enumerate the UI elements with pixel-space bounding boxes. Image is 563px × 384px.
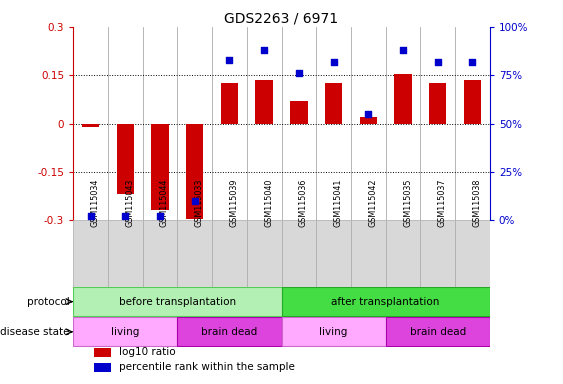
Bar [290, 101, 307, 124]
Bar [177, 317, 282, 346]
Bar [325, 83, 342, 124]
Point [260, 47, 269, 53]
Point [190, 198, 199, 204]
Bar [247, 220, 282, 286]
Text: percentile rank within the sample: percentile rank within the sample [119, 362, 295, 372]
Bar [221, 83, 238, 124]
Bar [94, 362, 111, 372]
Bar [73, 317, 177, 346]
Title: GDS2263 / 6971: GDS2263 / 6971 [225, 12, 338, 26]
Bar [186, 124, 203, 218]
Point [468, 59, 477, 65]
Text: GSM115040: GSM115040 [264, 179, 273, 227]
Text: GSM115037: GSM115037 [438, 178, 446, 227]
Text: GSM115044: GSM115044 [160, 179, 169, 227]
Bar [94, 348, 111, 357]
Bar [386, 317, 490, 346]
Bar [151, 124, 169, 210]
Text: GSM115043: GSM115043 [125, 179, 134, 227]
Text: brain dead: brain dead [202, 327, 257, 337]
Bar [360, 117, 377, 124]
Text: disease state: disease state [0, 327, 70, 337]
Bar [142, 220, 177, 286]
Text: protocol: protocol [27, 297, 70, 307]
Text: GSM115034: GSM115034 [91, 179, 100, 227]
Bar [316, 220, 351, 286]
Text: brain dead: brain dead [410, 327, 466, 337]
Bar [394, 74, 412, 124]
Text: GSM115033: GSM115033 [195, 179, 204, 227]
Bar [82, 124, 99, 127]
Text: GSM115042: GSM115042 [368, 178, 377, 227]
Point [329, 59, 338, 65]
Text: log10 ratio: log10 ratio [119, 347, 176, 357]
Text: living: living [319, 327, 348, 337]
Bar [117, 124, 134, 194]
Point [86, 213, 95, 219]
Bar [386, 220, 421, 286]
Point [364, 111, 373, 117]
Text: GSM115038: GSM115038 [472, 179, 481, 227]
Point [120, 213, 129, 219]
Bar [282, 220, 316, 286]
Point [294, 70, 303, 76]
Point [434, 59, 443, 65]
Bar [464, 80, 481, 124]
Text: after transplantation: after transplantation [332, 297, 440, 307]
Bar [282, 317, 386, 346]
Text: GSM115036: GSM115036 [299, 179, 308, 227]
Bar [73, 220, 108, 286]
Bar [351, 220, 386, 286]
Bar [256, 80, 273, 124]
Bar [455, 220, 490, 286]
Bar [212, 220, 247, 286]
Bar [108, 220, 142, 286]
Point [225, 57, 234, 63]
Text: GSM115039: GSM115039 [230, 178, 238, 227]
Point [155, 213, 164, 219]
Bar [73, 287, 282, 316]
Bar [429, 83, 446, 124]
Text: living: living [111, 327, 140, 337]
Text: GSM115041: GSM115041 [333, 179, 342, 227]
Bar [177, 220, 212, 286]
Point [399, 47, 408, 53]
Text: before transplantation: before transplantation [119, 297, 236, 307]
Bar [282, 287, 490, 316]
Bar [421, 220, 455, 286]
Text: GSM115035: GSM115035 [403, 178, 412, 227]
